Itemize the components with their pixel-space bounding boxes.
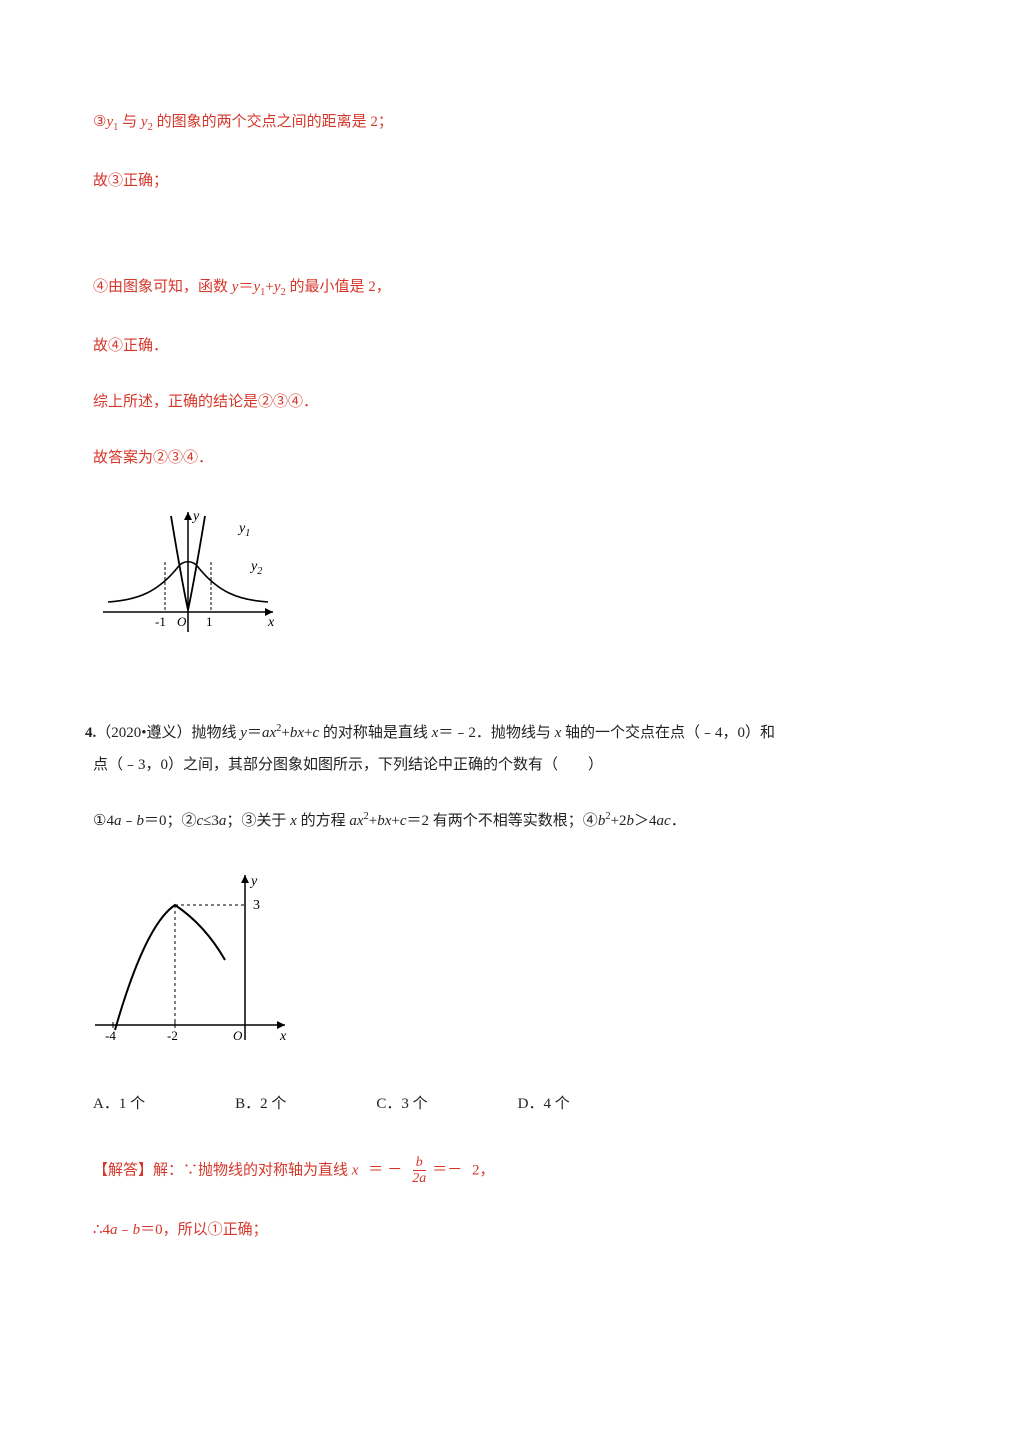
fraction: b 2a — [409, 1155, 429, 1187]
q4-line2: 点（﹣3，0）之间，其部分图象如图所示，下列结论中正确的个数有（ ） — [93, 753, 939, 777]
var: y — [240, 725, 247, 741]
q4-line1: 4.（2020•遵义）抛物线 y＝ax2+bx+c 的对称轴是直线 x＝﹣2．抛… — [85, 721, 939, 745]
text: ④由图象可知，函数 — [93, 279, 232, 295]
text: + — [281, 725, 289, 741]
solution-step-4: ④由图象可知，函数 y＝y1+y2 的最小值是 2， — [93, 275, 939, 302]
text: + — [265, 279, 273, 295]
x-axis-label: x — [279, 1029, 287, 1044]
y-tick-3: 3 — [253, 898, 260, 913]
text: ＝﹣2．抛物线与 — [438, 725, 554, 741]
formula: ＝ － b 2a ＝－ — [368, 1155, 462, 1187]
option-a: A．1 个 — [93, 1092, 145, 1113]
solution-summary: 综上所述，正确的结论是②③④． — [93, 390, 939, 414]
document-page: ③ y 1 与 y 2 的图象的两个交点之间的距离是 2； 故③正确； ④由图象可知，… — [0, 0, 1024, 1448]
var: bx — [377, 813, 391, 829]
text: ；③关于 — [226, 813, 290, 829]
spacer — [85, 225, 939, 275]
tick-pos1: 1 — [206, 614, 213, 629]
origin-label: O — [177, 614, 187, 629]
text: ＝2 有两个不相等实数根；④ — [407, 813, 598, 829]
text: ∴4 — [93, 1222, 110, 1238]
var: x — [290, 813, 297, 829]
text: ①4 — [93, 813, 114, 829]
text: 2， — [472, 1162, 495, 1178]
var-y2: y — [141, 114, 148, 130]
option-b: B．2 个 — [235, 1092, 286, 1113]
var: ax — [349, 813, 363, 829]
text: ＝－ — [432, 1158, 462, 1182]
var: b — [627, 813, 635, 829]
var: b — [136, 813, 144, 829]
text: 的图象的两个交点之间的距离是 2； — [153, 114, 393, 130]
text: － — [387, 1158, 402, 1182]
text: ﹣ — [121, 813, 136, 829]
text: ＝0，所以①正确； — [140, 1222, 268, 1238]
text: + — [391, 813, 399, 829]
solution-step-3: ③y1 与 y2 的图象的两个交点之间的距离是 2； — [93, 110, 939, 137]
option-d: D．4 个 — [518, 1092, 570, 1113]
option-c: C．3 个 — [376, 1092, 427, 1113]
var: ac — [657, 813, 671, 829]
solution4-line1: 【解答】解：∵抛物线的对称轴为直线 x ＝ － b 2a ＝－ 2， — [93, 1155, 939, 1187]
graph-svg: y y1 y2 O x -1 1 — [93, 502, 283, 642]
text: ＝ — [247, 725, 262, 741]
text: 的最小值是 2， — [286, 279, 391, 295]
var: x — [352, 1162, 359, 1178]
solution-step-3-correct: 故③正确； — [93, 169, 939, 193]
var: bx — [290, 725, 304, 741]
var-y2: y — [274, 279, 281, 295]
var: ax — [262, 725, 276, 741]
q4-items: ①4a﹣b＝0；②c≤3a；③关于 x 的方程 ax2+bx+c＝2 有两个不相… — [93, 809, 939, 833]
text: ＝0；② — [144, 813, 197, 829]
tick-neg4: -4 — [105, 1028, 116, 1043]
var: a — [110, 1222, 118, 1238]
origin-label: O — [233, 1028, 243, 1043]
denominator: 2a — [409, 1171, 429, 1186]
text: 轴的一个交点在点（﹣4，0）和 — [561, 725, 775, 741]
answer-options: A．1 个 B．2 个 C．3 个 D．4 个 — [93, 1092, 939, 1113]
text: ③ — [93, 114, 106, 130]
figure-1: y y1 y2 O x -1 1 — [93, 502, 939, 647]
text: ＝ — [238, 279, 253, 295]
y2-sub: 2 — [257, 566, 262, 577]
text: ＞4 — [634, 813, 657, 829]
numerator: b — [413, 1155, 426, 1171]
text: ≤3 — [203, 813, 219, 829]
question-4: 4.（2020•遵义）抛物线 y＝ax2+bx+c 的对称轴是直线 x＝﹣2．抛… — [85, 721, 939, 1243]
text: 【解答】解：∵抛物线的对称轴为直线 — [93, 1162, 352, 1178]
text: （2020•遵义）抛物线 — [96, 725, 240, 741]
text: ﹣ — [118, 1222, 133, 1238]
text: + — [369, 813, 377, 829]
var: b — [133, 1222, 141, 1238]
y1-sub: 1 — [245, 528, 250, 539]
figure-2: -4 -2 O 3 y x — [85, 865, 939, 1060]
parabola-svg: -4 -2 O 3 y x — [85, 865, 295, 1055]
tick-neg2: -2 — [167, 1028, 178, 1043]
tick-neg1: -1 — [155, 614, 166, 629]
solution-answer: 故答案为②③④． — [93, 446, 939, 470]
solution4-line2: ∴4a﹣b＝0，所以①正确； — [93, 1218, 939, 1242]
q4-number: 4. — [85, 725, 96, 741]
y-axis-label: y — [249, 874, 258, 889]
text: 与 — [118, 114, 141, 130]
solution-step-4-correct: 故④正确． — [93, 334, 939, 358]
text: +2 — [611, 813, 627, 829]
x-axis-label: x — [267, 615, 275, 630]
text: 的方程 — [297, 813, 350, 829]
text: ＝ — [368, 1158, 383, 1182]
text: ． — [671, 813, 686, 829]
var: c — [400, 813, 407, 829]
text: 的对称轴是直线 — [319, 725, 432, 741]
y-axis-label: y — [191, 509, 200, 524]
